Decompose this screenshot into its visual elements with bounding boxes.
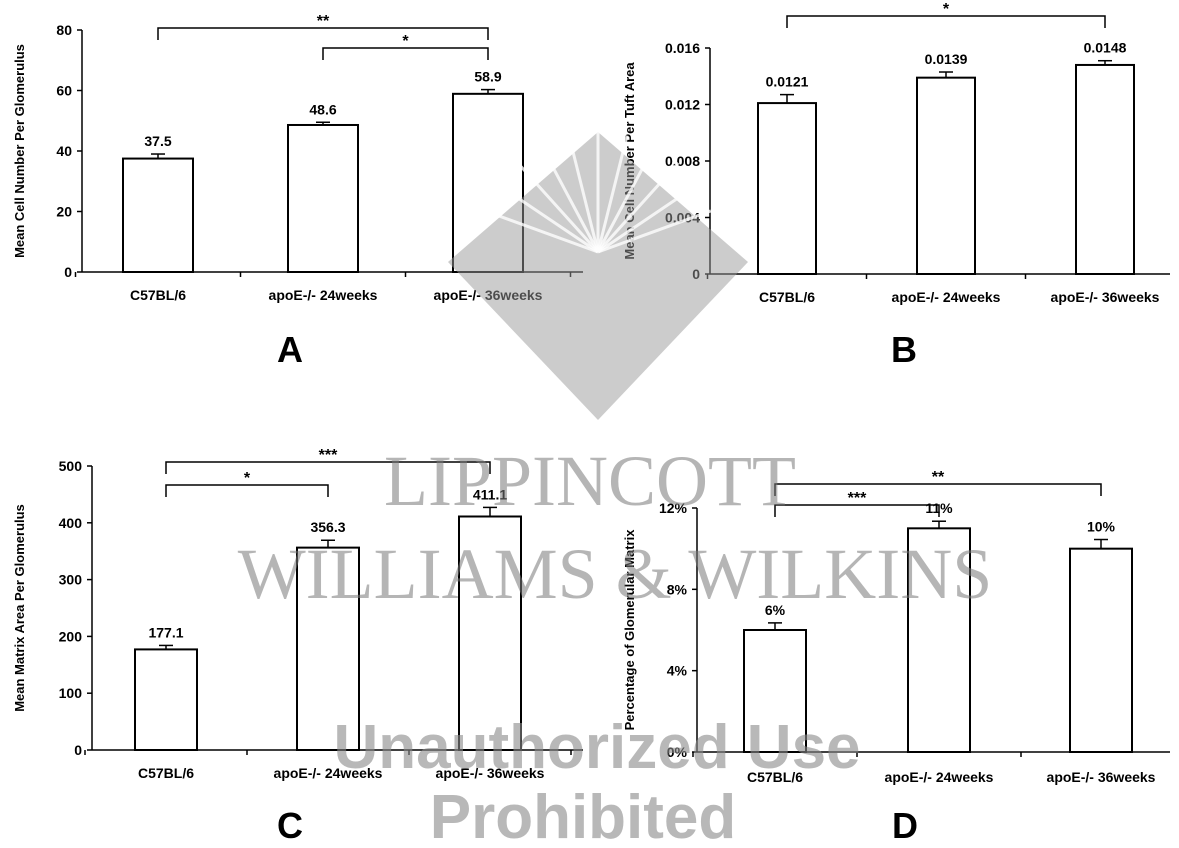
y-axis-label: Mean Cell Number Per Tuft Area <box>622 62 637 260</box>
y-tick-label: 400 <box>59 515 83 531</box>
y-tick-label: 40 <box>56 143 72 159</box>
y-tick-label: 4% <box>667 663 688 679</box>
y-tick-label: 0 <box>74 742 82 758</box>
y-tick-label: 8% <box>667 581 688 597</box>
value-label: 0.0139 <box>925 51 968 67</box>
panel-letter: C <box>277 805 303 846</box>
panel-b-chart: 0 0.004 0.008 0.012 0.016 Mean Cell Number Pe… <box>622 1 1170 370</box>
panel-a-chart: 0 20 40 60 80 Mean Cell Number Per Glomerulus… <box>12 13 583 370</box>
bar-3 <box>452 92 524 273</box>
significance-label: * <box>943 1 950 18</box>
panel-letter: A <box>277 329 303 370</box>
category-label: C57BL/6 <box>130 287 186 303</box>
bar-1 <box>743 629 807 753</box>
y-tick-label: 100 <box>59 685 83 701</box>
value-label: 411.1 <box>473 486 507 502</box>
panel-d-chart: 0% 4% 8% 12% Percentage of Glomerular Matrix… <box>622 469 1170 846</box>
category-label: apoE-/- 36weeks <box>434 287 543 303</box>
bar-2 <box>296 546 360 751</box>
value-label: 356.3 <box>310 519 345 535</box>
value-label: 6% <box>765 602 786 618</box>
y-tick-label: 60 <box>56 83 72 99</box>
significance-bracket <box>786 15 1106 28</box>
significance-bracket <box>774 504 940 517</box>
value-label: 177.1 <box>148 624 183 640</box>
value-label: 58.9 <box>474 69 501 85</box>
significance-bracket <box>165 461 491 474</box>
panel-letter: B <box>891 329 917 370</box>
y-axis-label: Mean Cell Number Per Glomerulus <box>12 44 27 258</box>
y-tick-label: 0.012 <box>665 97 700 113</box>
value-label: 10% <box>1087 519 1116 535</box>
category-label: apoE-/- 36weeks <box>1047 769 1156 785</box>
value-label: 0.0148 <box>1084 40 1127 56</box>
bar-1 <box>134 648 198 752</box>
y-tick-label: 0.008 <box>665 153 700 169</box>
y-tick-label: 500 <box>59 458 83 474</box>
panel-letter: D <box>892 805 918 846</box>
significance-label: ** <box>317 13 330 30</box>
significance-label: *** <box>848 490 867 507</box>
y-axis-label: Mean Matrix Area Per Glomerulus <box>12 504 27 712</box>
y-tick-label: 20 <box>56 204 72 220</box>
category-label: apoE-/- 24weeks <box>274 765 383 781</box>
significance-bracket <box>322 47 489 60</box>
value-label: 0.0121 <box>766 74 809 90</box>
y-tick-label: 300 <box>59 572 83 588</box>
category-label: apoE-/- 24weeks <box>885 769 994 785</box>
bar-2 <box>916 76 976 275</box>
significance-bracket <box>157 27 489 40</box>
category-label: apoE-/- 36weeks <box>436 765 545 781</box>
bar-1 <box>122 157 194 273</box>
significance-label: * <box>402 33 409 50</box>
category-label: apoE-/- 24weeks <box>269 287 378 303</box>
value-label: 37.5 <box>144 133 171 149</box>
bar-3 <box>1075 63 1135 275</box>
y-tick-label: 0.016 <box>665 40 700 56</box>
bar-3 <box>1069 547 1133 754</box>
value-label: 48.6 <box>309 101 336 117</box>
y-tick-label: 0 <box>64 264 72 280</box>
y-tick-label: 0.004 <box>665 210 700 226</box>
significance-bracket <box>165 484 329 497</box>
y-axis-label: Percentage of Glomerular Matrix <box>622 529 637 731</box>
y-tick-label: 0% <box>667 744 688 760</box>
category-label: apoE-/- 24weeks <box>892 289 1001 305</box>
panel-c-chart: 0 100 200 300 400 500 Mean Matrix Area Per Glo… <box>12 447 583 846</box>
significance-label: *** <box>319 447 338 464</box>
bar-2 <box>287 123 359 273</box>
significance-label: * <box>244 470 251 487</box>
category-label: C57BL/6 <box>759 289 815 305</box>
category-label: C57BL/6 <box>138 765 194 781</box>
y-tick-label: 200 <box>59 628 83 644</box>
significance-label: ** <box>932 469 945 486</box>
y-tick-label: 12% <box>659 500 688 516</box>
bar-1 <box>757 102 817 276</box>
y-tick-label: 80 <box>56 22 72 38</box>
category-label: C57BL/6 <box>747 769 803 785</box>
category-label: apoE-/- 36weeks <box>1051 289 1160 305</box>
y-tick-label: 0 <box>692 266 700 282</box>
significance-bracket <box>774 483 1102 496</box>
bar-3 <box>458 515 522 751</box>
bar-2 <box>907 527 971 753</box>
